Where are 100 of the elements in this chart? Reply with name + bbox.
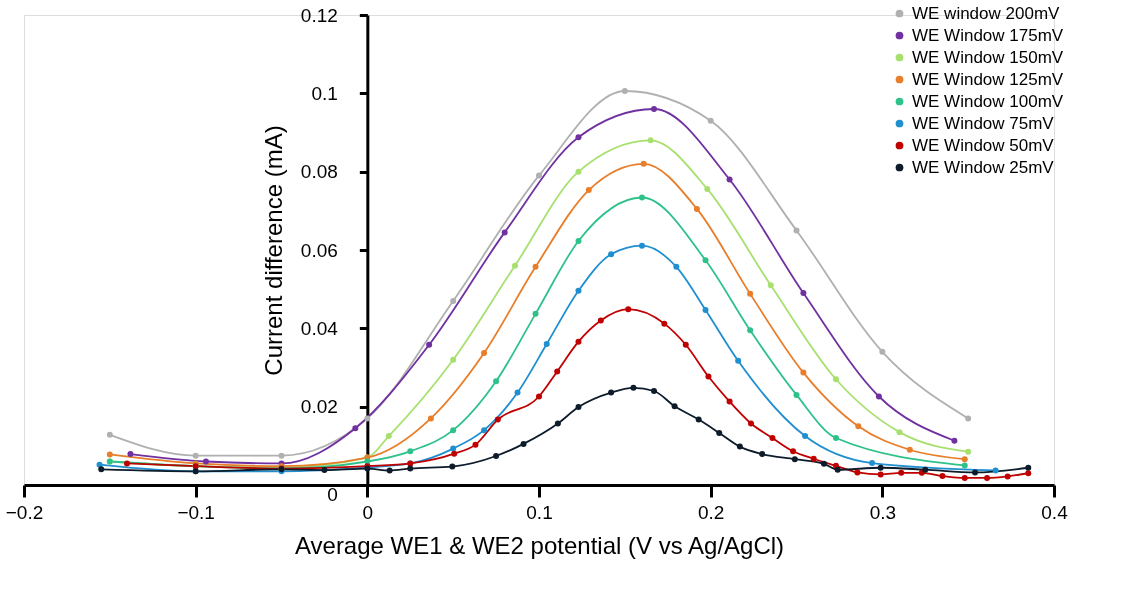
point	[695, 416, 702, 423]
point	[481, 350, 488, 356]
point	[520, 440, 527, 447]
point	[494, 416, 501, 423]
y-axis-title: Current difference (mA)	[259, 125, 287, 376]
point	[575, 168, 582, 175]
y-tick-label: 0.1	[311, 82, 338, 104]
point	[984, 474, 991, 481]
point	[898, 469, 905, 476]
point	[769, 435, 776, 441]
x-tick-label: −0.2	[5, 501, 44, 523]
point	[202, 458, 209, 465]
legend-label: WE Window 125mV	[912, 69, 1064, 89]
point	[106, 431, 113, 438]
x-tick-label: 0.3	[869, 501, 897, 523]
point	[511, 262, 518, 269]
legend-label: WE Window 25mV	[912, 157, 1055, 177]
point	[661, 320, 668, 327]
point	[972, 469, 979, 476]
point	[450, 356, 457, 363]
x-tick-label: −0.1	[177, 501, 215, 523]
point	[621, 87, 628, 94]
point	[800, 290, 807, 297]
point	[554, 420, 561, 427]
point	[407, 448, 414, 455]
point	[855, 423, 862, 430]
point	[651, 388, 658, 394]
x-tick-label: 0.4	[1041, 501, 1069, 523]
point	[449, 463, 456, 470]
point	[575, 134, 582, 141]
point	[426, 341, 433, 348]
point	[735, 357, 742, 364]
point	[536, 172, 542, 179]
point	[705, 373, 712, 380]
point	[704, 185, 711, 192]
point	[726, 176, 733, 183]
point	[106, 451, 113, 458]
point	[630, 384, 637, 391]
point	[575, 238, 582, 244]
y-tick-label: 0.02	[300, 396, 338, 418]
point	[961, 456, 968, 463]
point	[693, 205, 700, 212]
point	[532, 263, 539, 270]
point	[793, 391, 800, 398]
legend-label: WE window 200mV	[912, 3, 1061, 23]
y-tick-label: 0	[327, 483, 338, 505]
point	[585, 187, 592, 194]
point	[682, 341, 689, 348]
point	[767, 282, 774, 289]
x-tick-label: 0.2	[697, 501, 725, 523]
point	[748, 420, 755, 427]
point	[992, 467, 999, 474]
point	[922, 466, 929, 473]
point	[790, 448, 797, 455]
point	[832, 435, 839, 441]
point	[321, 467, 328, 474]
point	[472, 441, 479, 448]
point	[514, 389, 521, 396]
point	[450, 445, 457, 452]
legend-label: WE Window 50mV	[912, 135, 1055, 155]
point	[575, 287, 582, 294]
y-tick-label: 0.12	[300, 4, 338, 26]
point	[493, 453, 500, 460]
point	[575, 338, 582, 345]
legend-label: WE Window 175mV	[912, 25, 1064, 45]
point	[450, 297, 457, 304]
point	[1025, 470, 1032, 477]
point	[736, 443, 743, 450]
point	[1025, 464, 1032, 471]
point	[608, 389, 615, 396]
point	[407, 465, 414, 472]
point	[965, 448, 972, 455]
point	[385, 433, 392, 440]
point	[640, 160, 647, 167]
x-tick-label: 0.1	[526, 501, 553, 523]
point	[536, 393, 542, 400]
point	[671, 403, 678, 410]
point	[98, 466, 105, 473]
point	[707, 117, 714, 124]
y-tick-label: 0.06	[300, 239, 338, 261]
point	[961, 462, 968, 469]
point	[1004, 473, 1011, 480]
point	[608, 251, 615, 258]
point	[854, 469, 861, 476]
point	[575, 404, 582, 411]
point	[802, 433, 809, 440]
point	[124, 460, 130, 467]
point	[386, 467, 393, 474]
point	[791, 456, 798, 463]
point	[639, 194, 645, 201]
point	[597, 317, 604, 324]
legend-label: WE Window 75mV	[912, 113, 1055, 133]
point	[879, 348, 886, 355]
point	[451, 450, 458, 457]
point	[832, 376, 839, 383]
point	[820, 460, 827, 467]
point	[127, 451, 134, 458]
legend-label: WE Window 100mV	[912, 91, 1064, 111]
point	[673, 263, 680, 270]
point	[906, 446, 913, 453]
